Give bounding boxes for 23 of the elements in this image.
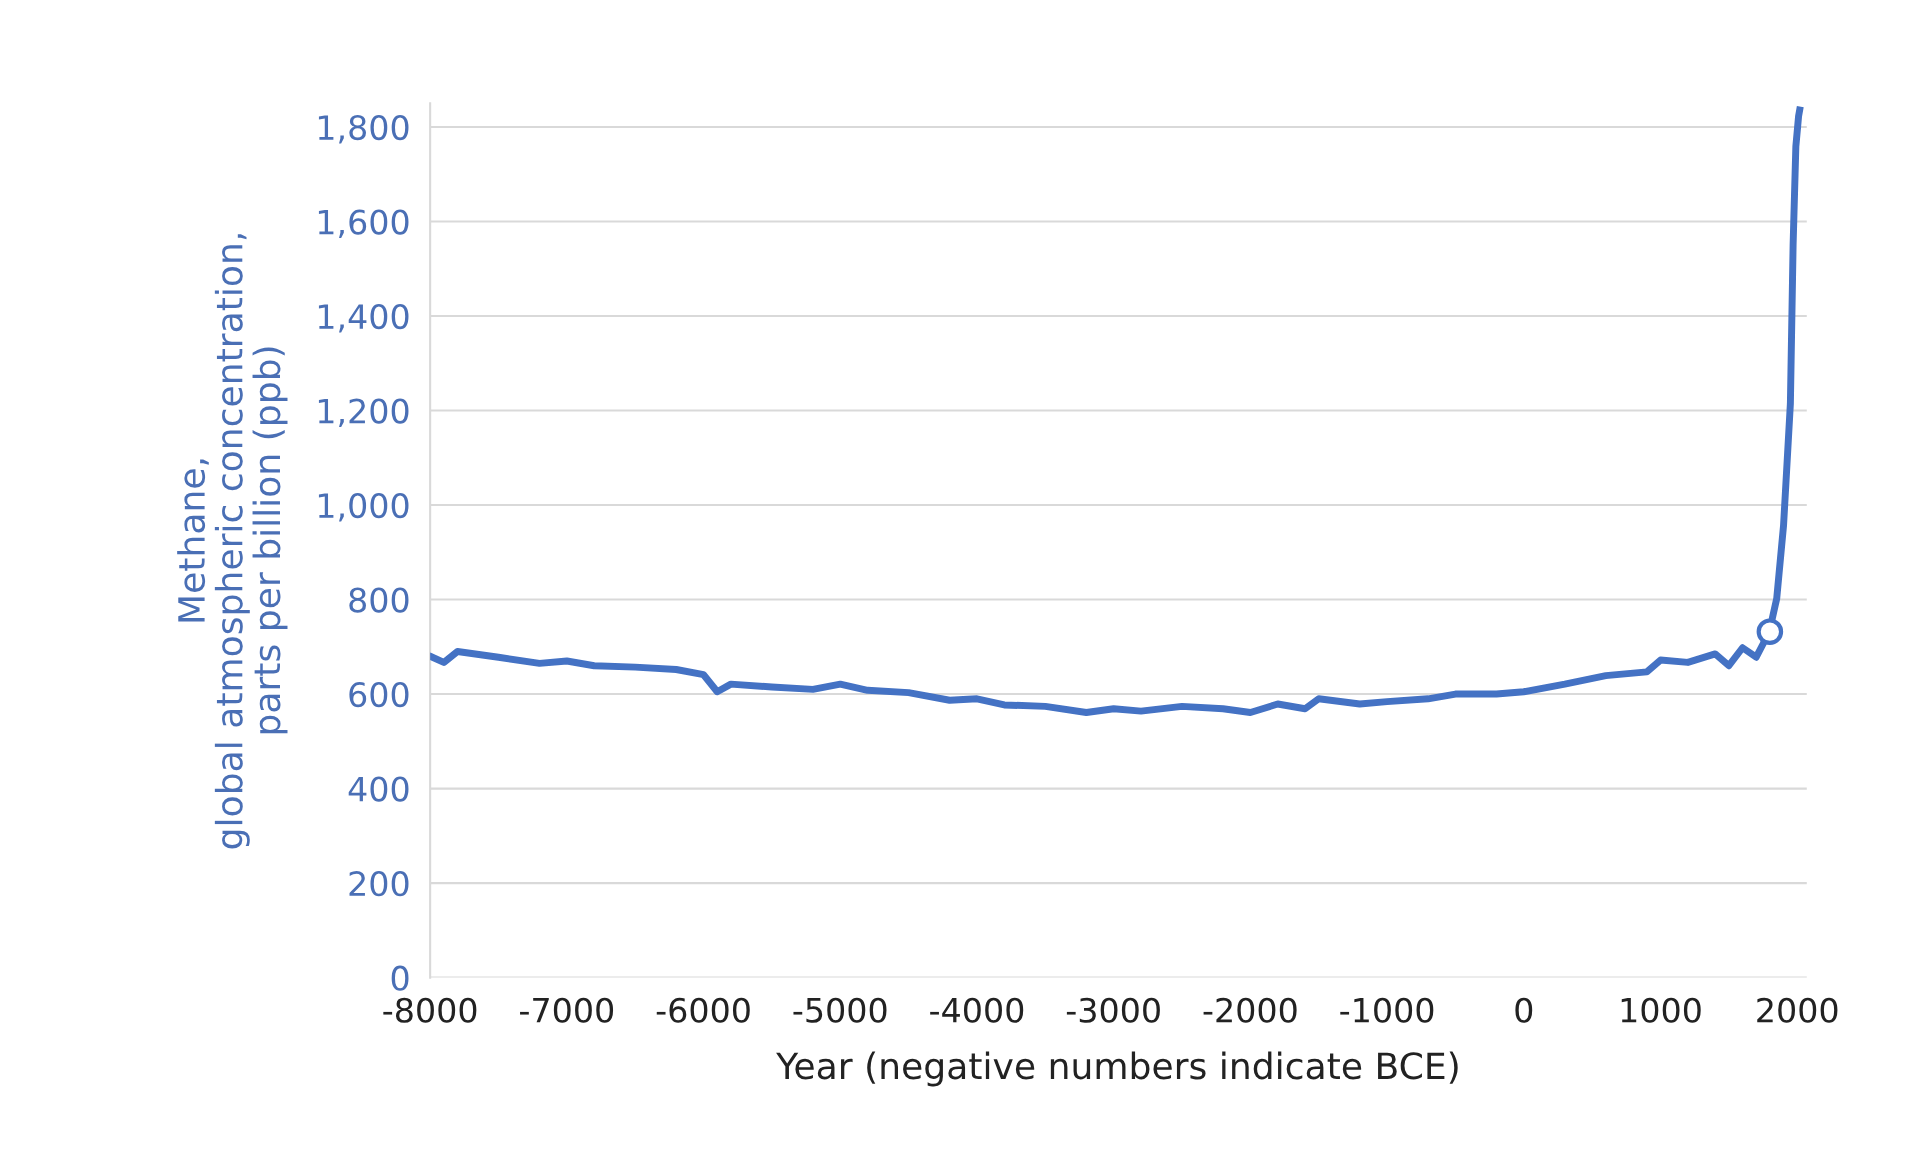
x-axis-title: Year (negative numbers indicate BCE) <box>776 1051 1458 1087</box>
y-tick-label: 1,000 <box>318 492 409 522</box>
y-axis-title: Methane, global atmospheric concentration, parts per billion (ppb) <box>177 234 288 849</box>
y-tick-label: 1,800 <box>318 114 409 144</box>
x-tick-label: 2000 <box>1757 997 1838 1023</box>
x-tick-label: -1000 <box>1340 997 1434 1023</box>
x-tick-label: -6000 <box>656 997 750 1023</box>
y-tick-label: 1,200 <box>318 398 409 428</box>
y-tick-label: 400 <box>348 776 409 802</box>
y-tick-label: 800 <box>349 587 409 613</box>
x-tick-label: -3000 <box>1066 997 1160 1023</box>
y-tick-label: 1,600 <box>318 209 409 239</box>
y-tick-label: 1,400 <box>318 303 409 333</box>
x-tick-label: 0 <box>1515 997 1533 1023</box>
x-tick-label: -4000 <box>930 997 1024 1023</box>
y-tick-label: 200 <box>349 871 409 897</box>
x-tick-label: -2000 <box>1203 997 1297 1023</box>
x-tick-label: -5000 <box>793 997 887 1023</box>
y-tick-label: 600 <box>349 682 409 708</box>
x-tick-label: -8000 <box>383 997 477 1023</box>
x-tick-label: 1000 <box>1621 997 1701 1023</box>
y-tick-label: 0 <box>391 965 409 991</box>
x-tick-label: -7000 <box>520 997 614 1023</box>
